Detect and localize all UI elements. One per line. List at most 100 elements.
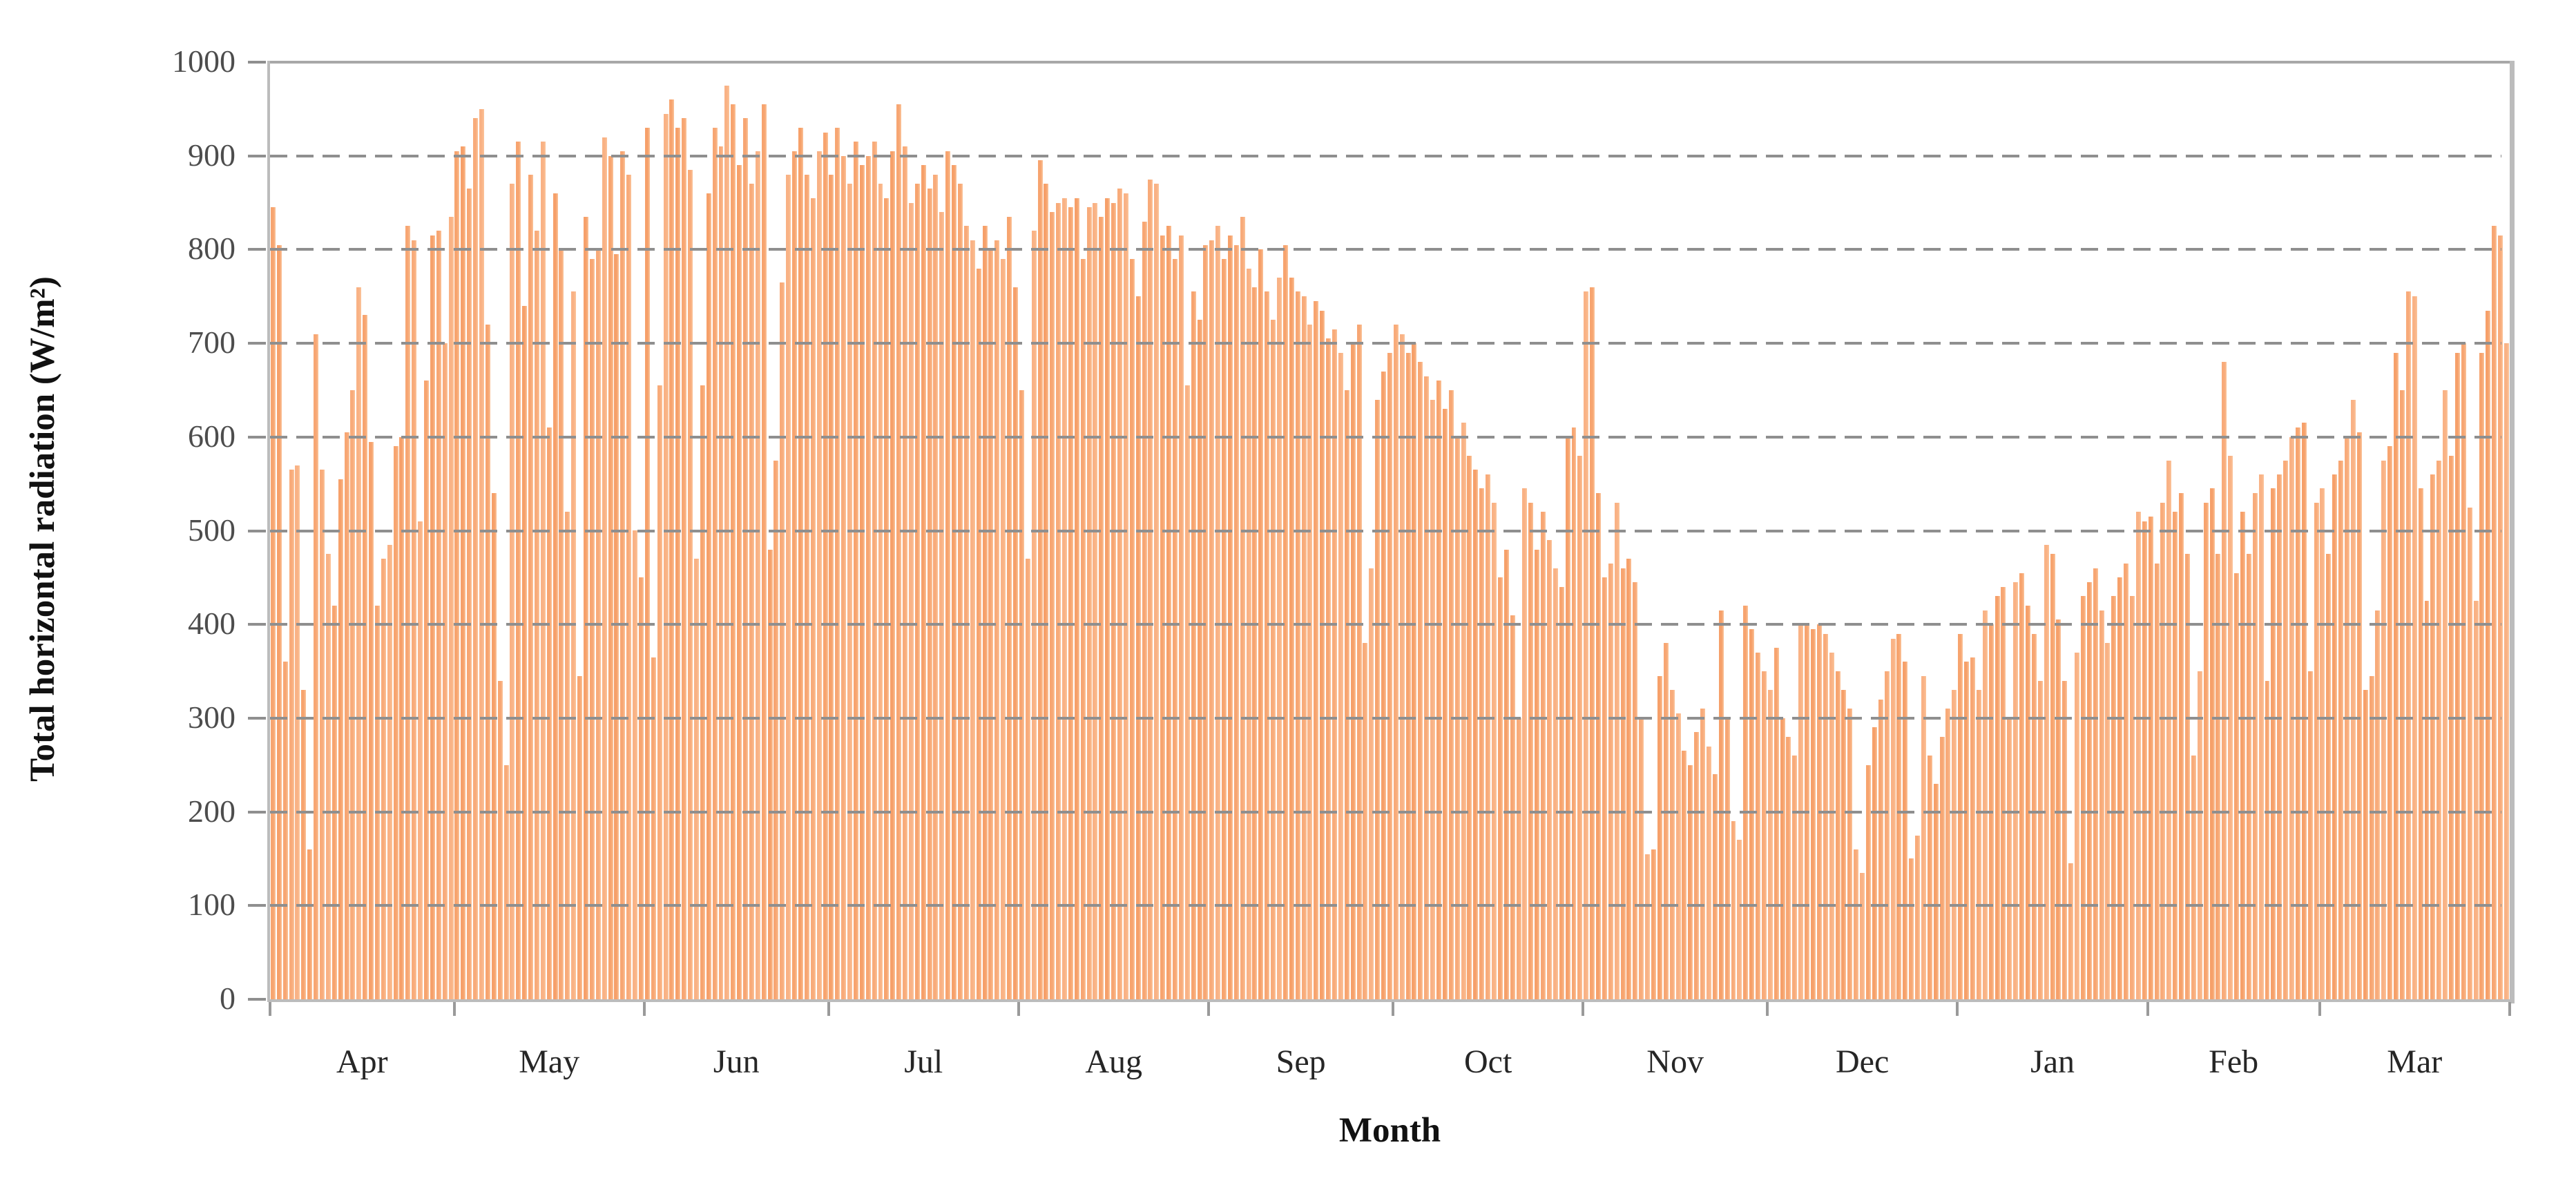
bar <box>2031 634 2037 999</box>
bar <box>1663 643 1669 999</box>
bar <box>792 151 798 999</box>
bar <box>1062 198 1068 999</box>
bar <box>270 207 276 999</box>
bar <box>1909 858 1914 999</box>
gridline <box>270 810 2501 814</box>
bar <box>1350 343 1356 999</box>
bar <box>2050 554 2055 999</box>
bar <box>952 165 957 999</box>
x-tick <box>1207 1002 1211 1016</box>
bar <box>896 104 902 999</box>
x-tick <box>452 1002 456 1016</box>
bar <box>1473 470 1479 999</box>
bar <box>1492 503 1497 999</box>
x-tick-label-aug: Aug <box>1085 1043 1142 1080</box>
bar <box>2492 226 2497 999</box>
x-tick-label-feb: Feb <box>2209 1043 2259 1080</box>
bar <box>682 118 687 999</box>
bar <box>706 193 711 999</box>
x-tick-label-jun: Jun <box>713 1043 760 1080</box>
bar <box>491 493 497 999</box>
bar <box>1001 259 1006 999</box>
x-tick <box>1017 1002 1020 1016</box>
bar <box>1135 296 1141 999</box>
bar <box>1326 338 1332 999</box>
y-tick <box>248 342 266 345</box>
bar <box>1756 653 1761 999</box>
bar <box>1412 343 1417 999</box>
bar <box>798 128 803 999</box>
bar <box>1952 690 1957 999</box>
bar <box>356 287 362 999</box>
x-tick-label-sep: Sep <box>1276 1043 1326 1080</box>
bar <box>1553 568 1558 999</box>
bar <box>565 512 570 999</box>
bar <box>737 165 742 999</box>
bar <box>921 165 926 999</box>
bar <box>2179 493 2184 999</box>
bar <box>1841 690 1847 999</box>
x-tick-label-mar: Mar <box>2387 1043 2443 1080</box>
y-tick-label: 100 <box>188 887 236 923</box>
bar <box>282 662 288 999</box>
bar <box>503 765 509 999</box>
bar <box>1381 372 1387 999</box>
x-tick <box>1765 1002 1769 1016</box>
bar <box>939 212 945 999</box>
bar <box>1436 381 1442 999</box>
bar <box>2301 423 2307 999</box>
bar <box>1099 217 1104 999</box>
bar <box>2387 446 2393 999</box>
bar <box>620 151 626 999</box>
bar <box>2117 577 2123 999</box>
y-tick-label: 200 <box>188 793 236 829</box>
bar <box>584 217 589 999</box>
bar <box>2271 488 2276 999</box>
x-tick <box>2508 1002 2511 1016</box>
bar <box>773 461 779 999</box>
bar <box>761 104 767 999</box>
bar <box>859 165 865 999</box>
y-tick-label: 900 <box>188 137 236 173</box>
bar <box>1338 353 1343 999</box>
bar <box>1976 690 1981 999</box>
bar <box>693 559 699 999</box>
bar <box>1080 259 1086 999</box>
bar <box>510 184 515 999</box>
bar <box>1240 217 1245 999</box>
bar <box>1982 610 1988 999</box>
bar <box>1369 568 1374 999</box>
bar <box>731 104 736 999</box>
bar <box>602 137 607 999</box>
bar <box>1995 596 2000 999</box>
x-tick-label-may: May <box>519 1043 580 1080</box>
x-tick <box>2146 1002 2149 1016</box>
bar <box>1314 301 1319 999</box>
bar <box>2320 488 2325 999</box>
bar <box>424 381 429 999</box>
bar <box>669 99 675 999</box>
y-tick-label: 500 <box>188 512 236 548</box>
y-axis-line <box>267 61 270 1001</box>
bar <box>2148 517 2153 999</box>
bar <box>945 151 951 999</box>
bar <box>344 432 349 999</box>
bar <box>1111 203 1117 999</box>
bar <box>712 128 718 999</box>
bar <box>963 226 969 999</box>
bar <box>841 156 847 999</box>
x-axis-line <box>267 999 2514 1002</box>
y-tick <box>248 154 266 157</box>
bar <box>847 184 853 999</box>
bar <box>1743 606 1749 999</box>
bar <box>853 142 858 999</box>
bar <box>2166 461 2172 999</box>
y-tick <box>248 810 266 814</box>
bar <box>786 175 791 999</box>
bar <box>1584 291 1589 999</box>
bar <box>2154 564 2160 999</box>
gridline <box>270 435 2501 439</box>
x-tick <box>642 1002 646 1016</box>
bar <box>1461 423 1466 999</box>
bar <box>1541 512 1546 999</box>
